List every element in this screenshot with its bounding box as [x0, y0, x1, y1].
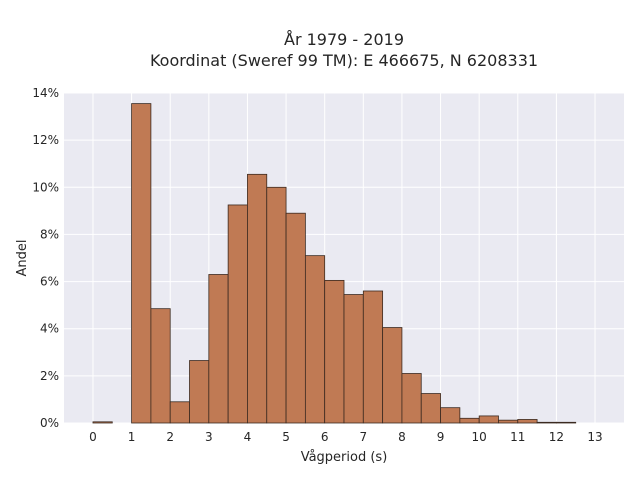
histogram-bar: [266, 186, 287, 424]
histogram-bar: [517, 419, 538, 424]
histogram-bar: [247, 173, 268, 424]
histogram-bar: [343, 294, 364, 424]
x-tick-label: 10: [472, 430, 487, 444]
y-tick-label: 4%: [40, 322, 59, 336]
histogram-bar: [150, 308, 171, 424]
histogram-bar: [420, 393, 441, 424]
x-tick-labels: 0 1 2 3 4 5 6 7 8 9 10 11 12 13: [89, 430, 603, 444]
x-tick-label: 3: [205, 430, 213, 444]
histogram-bar: [324, 279, 345, 424]
y-axis-label: Andel: [15, 240, 30, 277]
chart-title-line2: Koordinat (Sweref 99 TM): E 466675, N 62…: [150, 51, 538, 70]
histogram-bar: [362, 290, 384, 424]
x-tick-label: 13: [587, 430, 602, 444]
x-tick-label: 1: [128, 430, 136, 444]
histogram-bar: [382, 327, 403, 424]
x-tick-label: 5: [282, 430, 290, 444]
histogram-bar: [208, 274, 229, 424]
histogram-bar: [285, 212, 306, 424]
histogram-bar: [169, 401, 190, 424]
chart-title-line1: År 1979 - 2019: [284, 30, 404, 49]
histogram-bar: [478, 415, 499, 424]
histogram-bar: [556, 421, 577, 424]
x-tick-label: 8: [398, 430, 406, 444]
y-tick-label: 6%: [40, 275, 59, 289]
x-tick-label: 6: [321, 430, 329, 444]
x-tick-label: 0: [89, 430, 97, 444]
histogram-bar: [131, 103, 152, 424]
histogram-bar: [536, 421, 557, 424]
y-tick-label: 14%: [32, 86, 59, 100]
x-tick-label: 4: [244, 430, 252, 444]
x-tick-label: 7: [359, 430, 367, 444]
histogram-bar: [440, 407, 461, 424]
y-tick-label: 2%: [40, 369, 59, 383]
y-tick-label: 10%: [32, 180, 59, 194]
histogram-bar: [459, 417, 480, 424]
x-axis-label: Vågperiod (s): [301, 450, 388, 465]
histogram-bar: [189, 360, 210, 424]
histogram-bar: [227, 204, 248, 424]
histogram-bar: [401, 373, 422, 424]
y-tick-label: 12%: [32, 133, 59, 147]
x-tick-label: 2: [166, 430, 174, 444]
y-tick-label: 8%: [40, 227, 59, 241]
histogram-bar: [498, 419, 519, 424]
histogram-bar: [92, 421, 113, 424]
bars-group: [92, 103, 577, 424]
x-tick-label: 11: [510, 430, 525, 444]
x-tick-label: 12: [549, 430, 564, 444]
y-tick-labels: 0% 2% 4% 6% 8% 10% 12% 14%: [32, 86, 59, 430]
histogram-bar: [304, 255, 326, 424]
x-tick-label: 9: [437, 430, 445, 444]
y-tick-label: 0%: [40, 416, 59, 430]
